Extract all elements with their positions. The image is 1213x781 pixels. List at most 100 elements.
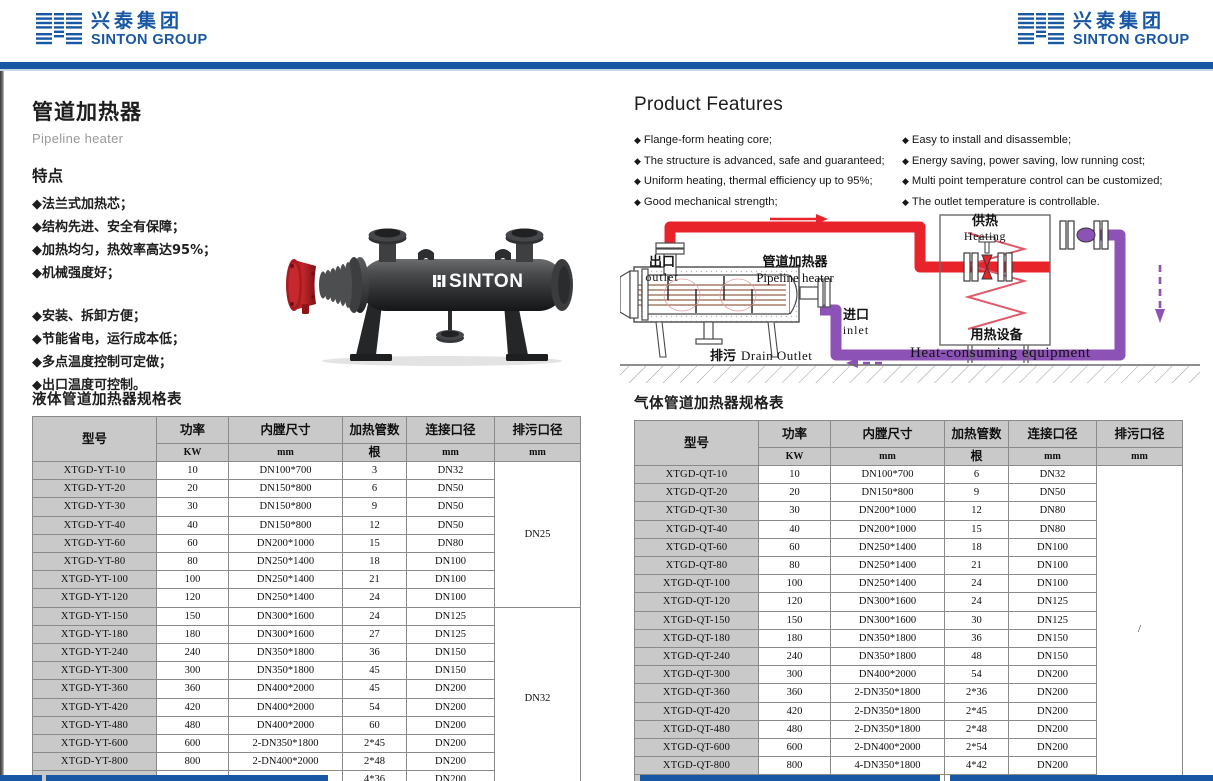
- inlet-en: inlet: [842, 323, 870, 337]
- cell-value: 4-DN350*1800: [830, 756, 945, 776]
- cell-value: 18: [342, 552, 407, 572]
- cell-value: 600: [156, 734, 229, 754]
- cell-value: DN350*1800: [228, 661, 343, 681]
- logo-en-right: SINTON GROUP: [1073, 31, 1190, 48]
- cell-model: XTGD-QT-100: [634, 574, 759, 594]
- feature-cn-5: ◆节能省电，运行成本低；: [32, 332, 185, 347]
- cell-value: DN50: [406, 515, 495, 535]
- diagram-label-heating: 供热 Heating: [955, 210, 1015, 244]
- table-row: XTGD-YT-30 30 DN150*800 9 DN50: [32, 497, 581, 517]
- feature-cn-4: ◆安装、拆卸方便；: [32, 309, 146, 324]
- liquid-th-conn: 连接口径: [406, 416, 495, 444]
- cell-value: 2*36: [944, 683, 1009, 703]
- cell-drain-diameter: DN32: [494, 606, 581, 781]
- cell-value: 48: [944, 647, 1009, 667]
- cell-value: 30: [156, 497, 229, 517]
- feature-en-r1: ◆ Energy saving, power saving, low runni…: [902, 151, 1194, 172]
- feature-en-r2-text: Multi point temperature control can be c…: [911, 175, 1163, 187]
- cell-value: 21: [342, 570, 407, 590]
- cell-model: XTGD-QT-60: [634, 537, 759, 558]
- cell-model: XTGD-QT-20: [634, 483, 759, 503]
- gas-unit-bore: mm: [830, 447, 945, 466]
- cell-value: 120: [156, 588, 229, 608]
- liquid-unit-tubes: 根: [342, 443, 407, 462]
- cell-value: 45: [342, 661, 407, 681]
- diamond-bullet-icon: ◆: [902, 155, 909, 166]
- liquid-spec-section: 液体管道加热器规格表 型号 功率 内膛尺寸 加热管数 连接口径 排污口径 KW …: [32, 388, 581, 781]
- cell-drain-diameter: /: [1096, 465, 1183, 781]
- cell-value: DN125: [406, 624, 495, 645]
- cell-model: XTGD-YT-120: [32, 588, 157, 608]
- cell-value: DN200: [1008, 756, 1097, 776]
- feature-cn-1: ◆结构先进、安全有保障；: [32, 220, 185, 235]
- table-row: XTGD-YT-180 180 DN300*1600 27 DN125: [32, 624, 581, 645]
- cell-value: DN250*1400: [830, 574, 945, 594]
- cell-value: DN350*1800: [830, 628, 945, 649]
- page-title-cn: 管道加热器: [32, 100, 142, 124]
- cell-value: 480: [156, 715, 229, 736]
- diamond-bullet-icon: ◆: [634, 135, 641, 145]
- cell-value: DN125: [406, 606, 495, 626]
- features-list-cn: ◆法兰式加热芯； ◆结构先进、安全有保障； ◆加热均匀，热效率高达95%； ◆机…: [32, 193, 288, 397]
- logo-right-text: 兴泰集团 SINTON GROUP: [1073, 11, 1190, 48]
- table-row: XTGD-QT-20 20 DN150*800 9 DN50: [634, 483, 1183, 503]
- diamond-bullet-icon: ◆: [634, 155, 641, 166]
- cell-value: 800: [758, 756, 831, 776]
- gas-th-power: 功率: [758, 420, 831, 448]
- cell-value: DN150*800: [228, 515, 343, 535]
- cell-value: 180: [758, 628, 831, 649]
- cell-value: 100: [156, 570, 229, 590]
- cell-value: 60: [156, 533, 229, 554]
- feature-en-l3: ◆ Good mechanical strength;: [634, 192, 902, 213]
- bottom-bar-far: [950, 775, 1213, 781]
- table-row: XTGD-QT-240 240 DN350*1800 48 DN150: [634, 647, 1183, 667]
- cell-value: DN200: [406, 697, 495, 717]
- table-row: XTGD-QT-10 10 DN100*700 6 DN32/: [634, 464, 1183, 781]
- cell-model: XTGD-YT-80: [32, 552, 157, 572]
- cell-value: 24: [342, 606, 407, 626]
- cell-value: DN100: [406, 570, 495, 590]
- cell-model: XTGD-YT-30: [32, 497, 157, 517]
- bottom-bar-mid: [46, 775, 328, 781]
- logo-left-text: 兴泰集团 SINTON GROUP: [91, 11, 208, 48]
- table-row: XTGD-QT-150 150 DN300*1600 30 DN125: [634, 610, 1183, 630]
- cell-value: 9: [944, 483, 1009, 503]
- cell-value: 420: [758, 701, 831, 721]
- cell-value: DN150*800: [228, 497, 343, 517]
- cell-value: DN200*1000: [830, 501, 945, 521]
- cell-value: DN100: [406, 552, 495, 572]
- liquid-spec-table: 型号 功率 内膛尺寸 加热管数 连接口径 排污口径 KW mm 根 mm mm …: [32, 416, 581, 781]
- cell-value: DN80: [1008, 501, 1097, 521]
- drain-cn: 排污: [710, 349, 737, 364]
- cell-value: DN100: [1008, 574, 1097, 594]
- cell-value: DN150*800: [228, 479, 343, 499]
- table-row: XTGD-YT-120 120 DN250*1400 24 DN100: [32, 588, 581, 608]
- gas-th-drain: 排污口径: [1096, 420, 1183, 448]
- features-heading-cn: 特点: [32, 167, 64, 185]
- cell-value: 300: [156, 661, 229, 681]
- diagram-label-heater: 管道加热器 Pipeline heater: [720, 251, 870, 286]
- table-row: XTGD-QT-120 120 DN300*1600 24 DN125: [634, 592, 1183, 612]
- cell-value: 2*45: [944, 701, 1009, 721]
- gas-spec-section: 气体管道加热器规格表 型号 功率 内膛尺寸 加热管数 连接口径 排污口径 KW …: [634, 392, 1183, 781]
- cell-value: DN50: [406, 497, 495, 517]
- cell-value: DN200: [406, 752, 495, 772]
- product-photo: SINTON: [272, 212, 602, 374]
- cell-value: DN400*2000: [228, 715, 343, 736]
- feature-en-r0-text: Easy to install and disassemble;: [911, 134, 1072, 146]
- page-title-en: Pipeline heater: [32, 131, 124, 146]
- cell-model: XTGD-QT-40: [634, 519, 759, 539]
- diamond-bullet-icon: ◆: [902, 176, 909, 186]
- cell-value: 20: [156, 479, 229, 499]
- cell-model: XTGD-QT-420: [634, 701, 759, 721]
- cell-value: DN125: [1008, 592, 1097, 612]
- cell-model: XTGD-YT-20: [32, 479, 157, 499]
- cell-value: 10: [758, 464, 831, 485]
- cell-value: 27: [342, 624, 407, 645]
- cell-value: 24: [944, 574, 1009, 594]
- cell-value: 2-DN350*1800: [830, 683, 945, 703]
- cell-model: XTGD-YT-360: [32, 679, 157, 699]
- heating-cn: 供热: [971, 214, 998, 229]
- cell-value: 150: [156, 606, 229, 626]
- cell-value: 240: [156, 643, 229, 663]
